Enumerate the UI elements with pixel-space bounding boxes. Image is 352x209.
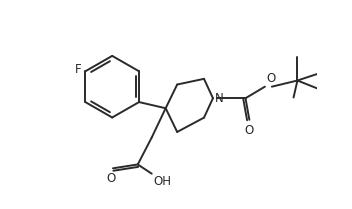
Text: OH: OH bbox=[153, 175, 171, 188]
Text: O: O bbox=[266, 72, 276, 85]
Text: N: N bbox=[215, 92, 224, 105]
Text: O: O bbox=[245, 124, 254, 137]
Text: O: O bbox=[106, 172, 115, 185]
Text: F: F bbox=[75, 63, 81, 76]
